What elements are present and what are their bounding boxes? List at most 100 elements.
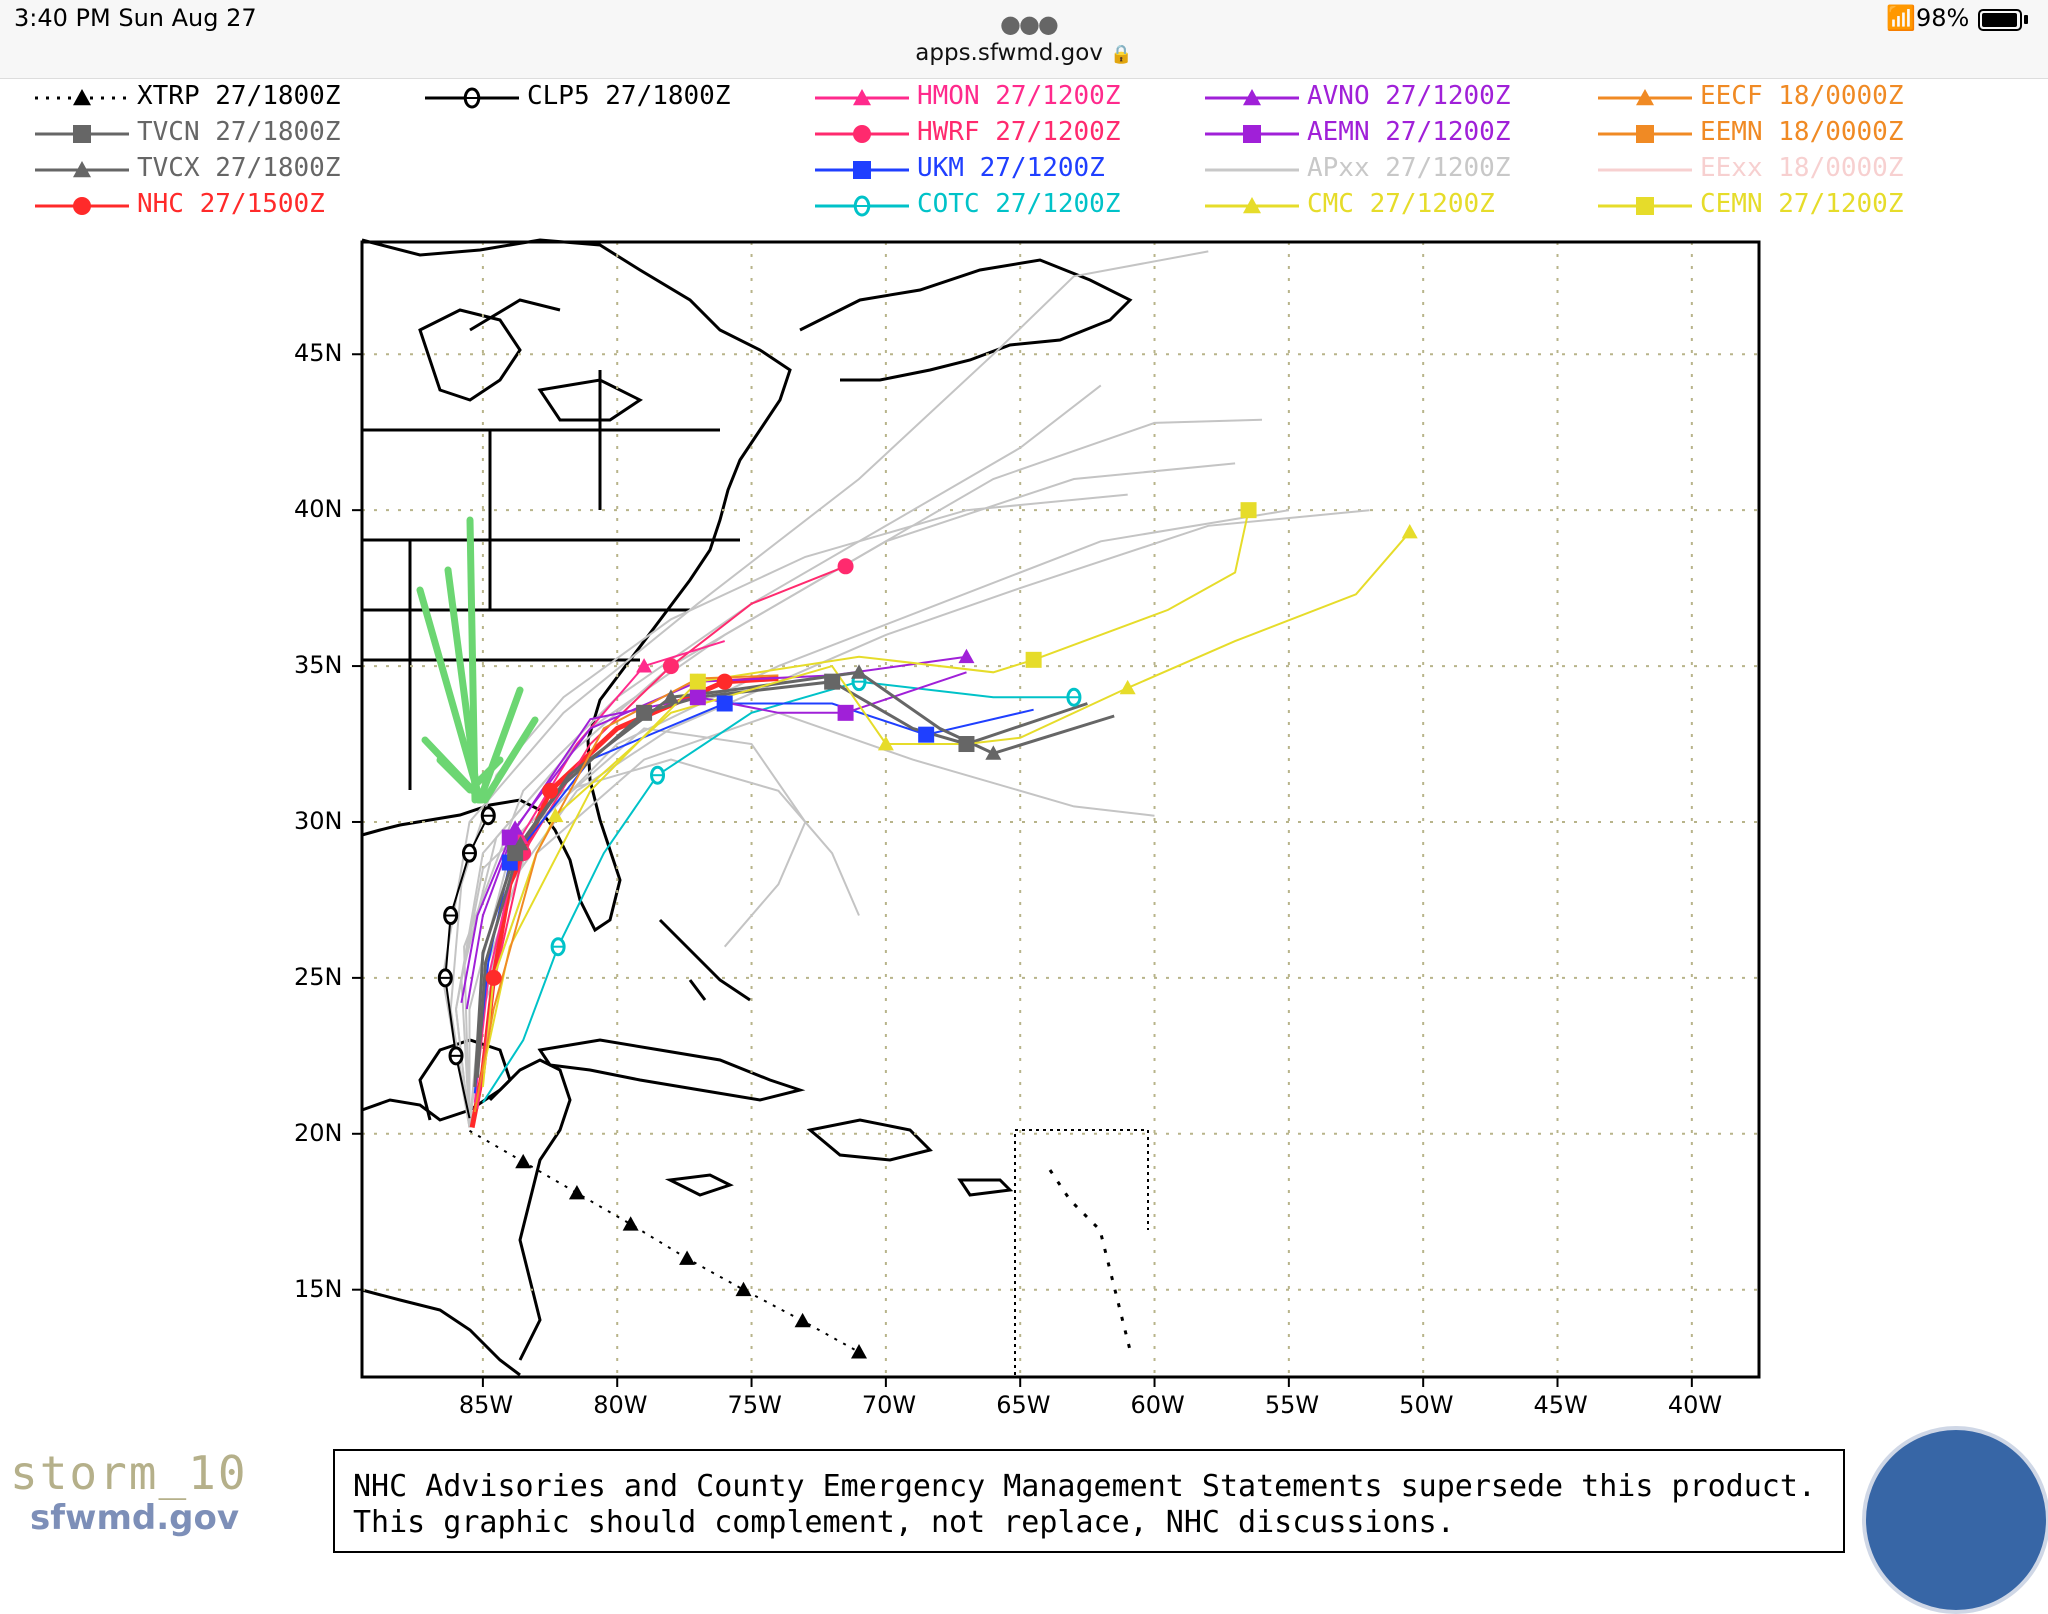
lon-tick-label: 85W bbox=[458, 1391, 514, 1419]
square-marker bbox=[1636, 197, 1654, 215]
lat-tick-label: 30N bbox=[294, 806, 343, 835]
square-marker bbox=[958, 736, 975, 753]
lat-lon-grid bbox=[352, 242, 1759, 1387]
theta-marker bbox=[1066, 687, 1082, 707]
legend-label: TVCN 27/1800Z bbox=[137, 117, 341, 147]
central-america bbox=[361, 1288, 521, 1377]
theta-marker bbox=[448, 1046, 464, 1066]
circle-marker bbox=[73, 197, 91, 215]
model-track-line bbox=[441, 250, 1209, 1128]
legend-label: XTRP 27/1800Z bbox=[137, 81, 341, 111]
square-marker bbox=[824, 673, 841, 690]
theta-marker bbox=[463, 87, 481, 109]
hispaniola bbox=[806, 1118, 933, 1162]
storm-id-label: storm_10 bbox=[10, 1446, 248, 1500]
triangle-marker bbox=[1119, 679, 1136, 695]
triangle-marker bbox=[622, 1216, 639, 1231]
jamaica bbox=[664, 1173, 734, 1197]
theta-marker bbox=[461, 843, 477, 863]
water-management-seal-icon bbox=[1862, 1426, 2048, 1614]
theta-marker bbox=[550, 937, 566, 957]
lesser-antilles bbox=[1048, 1169, 1132, 1351]
square-marker bbox=[501, 829, 518, 846]
canada-maritimes bbox=[799, 258, 1133, 382]
coastlines bbox=[361, 238, 1149, 1377]
model-track-line bbox=[476, 565, 846, 1109]
address-bar[interactable]: apps.sfwmd.gov 🔒 bbox=[0, 40, 2048, 66]
lon-tick-label: 65W bbox=[996, 1391, 1051, 1419]
lat-tick-label: 45N bbox=[294, 339, 343, 368]
model-track-line bbox=[482, 680, 1074, 1104]
puerto-rico bbox=[957, 1178, 1014, 1197]
theta-marker bbox=[480, 806, 496, 826]
legend-swatches bbox=[35, 87, 1692, 217]
cuba bbox=[537, 1038, 806, 1102]
spaghetti-track-map bbox=[35, 87, 1761, 1387]
legend-label: EEMN 18/0000Z bbox=[1700, 117, 1904, 147]
legend-label: AEMN 27/1200Z bbox=[1307, 117, 1511, 147]
model-track-line bbox=[473, 702, 1034, 1094]
lon-tick-label: 45W bbox=[1533, 1391, 1588, 1419]
theta-marker bbox=[443, 906, 459, 926]
legend-label: AVNO 27/1200Z bbox=[1307, 81, 1511, 111]
battery-percent: 98% bbox=[1916, 4, 1970, 32]
triangle-marker bbox=[1243, 89, 1261, 106]
lon-tick-label: 60W bbox=[1130, 1391, 1185, 1419]
triangle-marker bbox=[636, 658, 653, 673]
lat-tick-label: 15N bbox=[294, 1274, 343, 1303]
square-marker bbox=[1243, 125, 1261, 143]
disclaimer-line: This graphic should complement, not repl… bbox=[353, 1505, 1455, 1540]
lon-tick-label: 50W bbox=[1399, 1391, 1454, 1419]
legend-label: UKM 27/1200Z bbox=[917, 153, 1105, 183]
circle-marker bbox=[485, 969, 502, 986]
triangle-marker bbox=[679, 1250, 696, 1265]
square-marker bbox=[1636, 125, 1654, 143]
legend-label: TVCX 27/1800Z bbox=[137, 153, 341, 183]
square-marker bbox=[918, 726, 935, 743]
triangle-marker bbox=[1243, 197, 1261, 214]
circle-marker bbox=[662, 658, 679, 675]
model-track-line bbox=[481, 509, 1250, 1072]
triangle-marker bbox=[851, 1344, 868, 1359]
square-marker bbox=[853, 161, 871, 179]
track-markers bbox=[437, 502, 1418, 1359]
model-track-line bbox=[468, 509, 1290, 1128]
triangle-marker bbox=[985, 745, 1002, 760]
green-arrow-stroke bbox=[476, 686, 524, 804]
legend-label: CLP5 27/1800Z bbox=[527, 81, 731, 111]
legend-label: CEMN 27/1200Z bbox=[1700, 189, 1904, 219]
square-marker bbox=[837, 704, 854, 721]
model-track-line bbox=[473, 674, 779, 1113]
square-marker bbox=[1025, 651, 1042, 668]
lon-tick-label: 55W bbox=[1264, 1391, 1320, 1419]
model-track-line bbox=[468, 1129, 860, 1353]
us-east-coast bbox=[361, 238, 792, 933]
circle-marker bbox=[542, 782, 559, 799]
green-arrow-stroke bbox=[436, 756, 504, 794]
lon-tick-label: 75W bbox=[727, 1391, 782, 1419]
legend-label: HMON 27/1200Z bbox=[917, 81, 1121, 111]
triangle-marker bbox=[568, 1185, 585, 1200]
theta-marker bbox=[650, 765, 666, 785]
battery-icon bbox=[1978, 9, 2022, 31]
legend-label: HWRF 27/1200Z bbox=[917, 117, 1121, 147]
triangle-marker bbox=[1636, 89, 1654, 106]
theta-marker bbox=[437, 968, 453, 988]
disclaimer-line: NHC Advisories and County Emergency Mana… bbox=[353, 1469, 1816, 1504]
legend-label: CMC 27/1200Z bbox=[1307, 189, 1495, 219]
lat-tick-label: 25N bbox=[294, 962, 343, 991]
lat-tick-label: 40N bbox=[294, 495, 343, 524]
model-tracks bbox=[441, 250, 1411, 1353]
wifi-icon: 📶 bbox=[1886, 4, 1916, 32]
circle-marker bbox=[837, 558, 854, 575]
status-time: 3:40 PM Sun Aug 27 bbox=[14, 4, 257, 32]
square-marker bbox=[1240, 502, 1257, 519]
url-text: apps.sfwmd.gov bbox=[915, 40, 1103, 66]
model-track-line bbox=[449, 493, 1128, 1128]
model-track-line bbox=[473, 680, 1088, 1088]
triangle-marker bbox=[662, 689, 679, 704]
model-track-line bbox=[481, 531, 1411, 1088]
more-dots-icon[interactable]: ●●● bbox=[1000, 10, 1059, 38]
circle-marker bbox=[716, 673, 733, 690]
green-arrows-annotation bbox=[416, 516, 539, 804]
